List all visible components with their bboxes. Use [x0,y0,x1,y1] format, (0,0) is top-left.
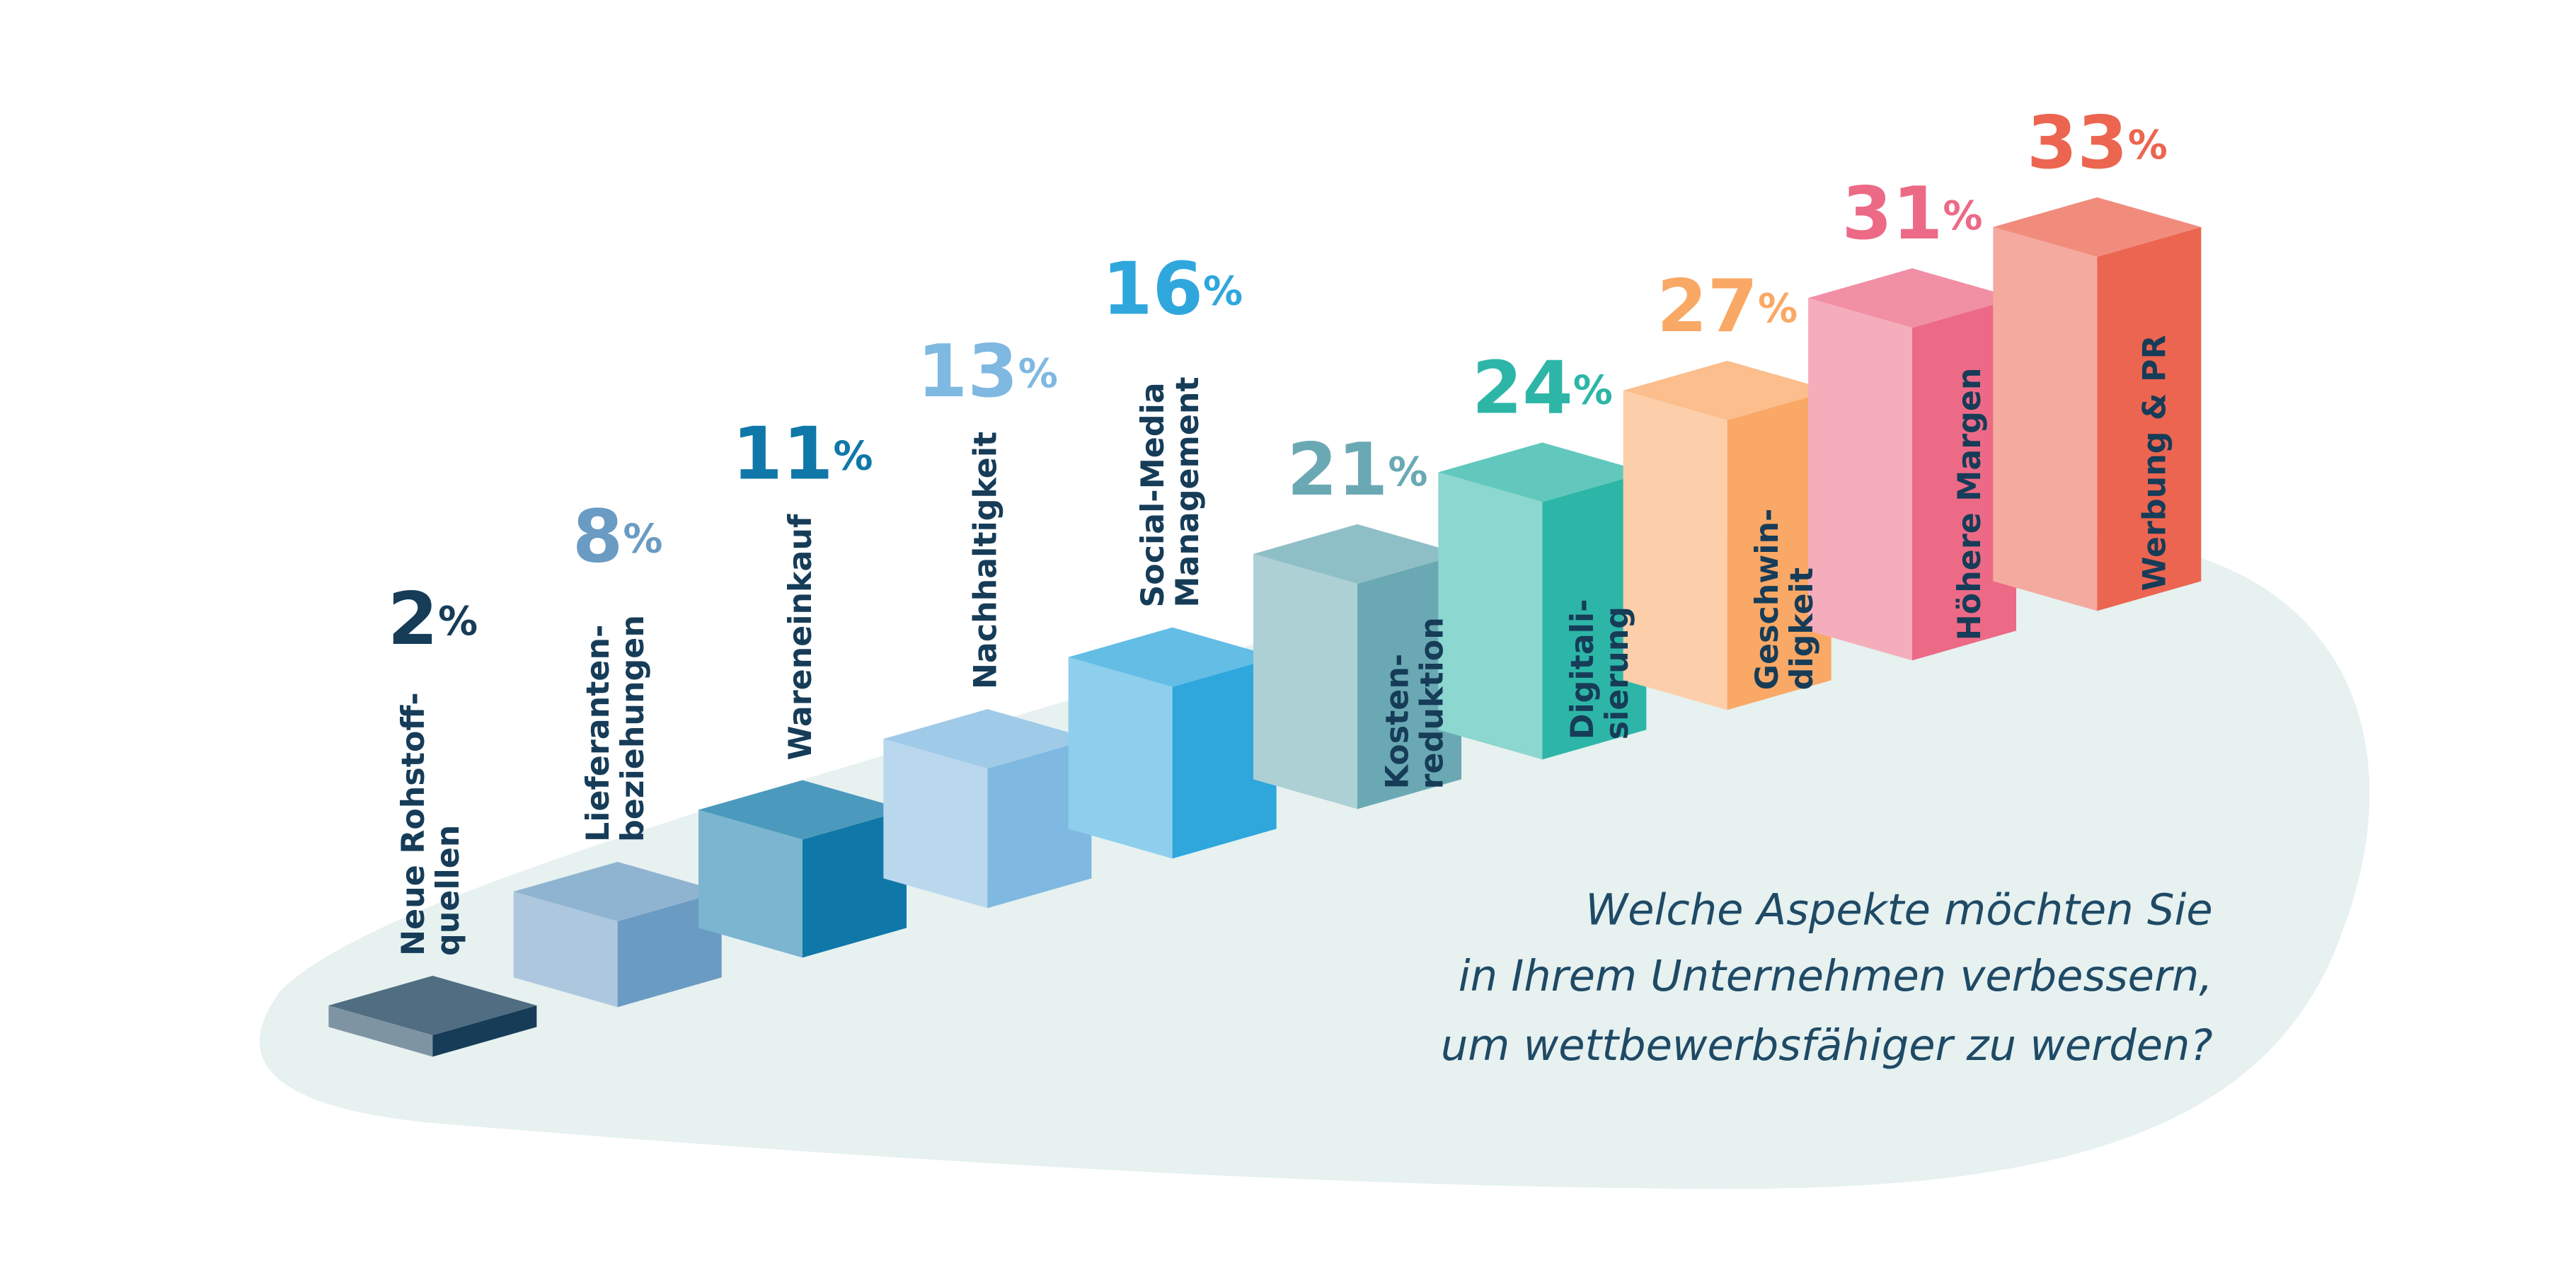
bar-left-face [1438,472,1543,760]
bar-left-face [1993,226,2098,611]
bar-left-face [883,739,988,909]
category-label: Neue Rohstoff-quellen [396,692,466,956]
bar-right-face [1727,390,1832,710]
bar-right-face [1911,298,2016,661]
value-label: 27% [1657,265,1798,349]
bar-left-face [1253,553,1357,809]
category-label: Nachhaltigkeit [967,432,1004,689]
category-label: Geschwin-digkeit [1749,509,1820,691]
category-label: Kosten-reduktion [1379,617,1450,789]
chart-area: Welche Aspekte möchten Sie in Ihrem Unte… [259,101,2370,1189]
bar-left-face [1623,390,1727,710]
question-line: um wettbewerbsfähiger zu werden? [1441,1021,2213,1071]
bar-left-face [513,891,618,1008]
bar-right-face [432,1005,537,1057]
bar-right-face [617,891,722,1008]
bar-top-face [698,780,907,840]
category-label: Wareneinkauf [783,514,819,760]
value-label: 24% [1472,347,1613,431]
bar-right-face [802,809,907,958]
bar-left-face [698,809,803,958]
bar-right-face [1172,657,1277,859]
bar-left-face [1807,298,1912,661]
value-label: 11% [732,413,873,497]
bar-top-face [513,861,722,921]
category-label: Lieferanten-beziehungen [580,615,651,842]
value-label: 2% [388,577,478,662]
value-label: 13% [917,330,1058,414]
value-label: 21% [1287,428,1428,512]
value-label: 31% [1842,172,1983,256]
category-label: Werbung & PR [2137,335,2173,591]
question-line: in Ihrem Unternehmen verbessern, [1459,952,2213,1001]
value-label: 16% [1102,248,1243,332]
bar-right-face [1542,472,1647,760]
value-label: 33% [2027,101,2168,185]
question-line: Welche Aspekte möchten Sie [1585,886,2212,935]
bar-right-face [1357,553,1461,809]
bar-right-face [2097,226,2202,611]
bar-left-face [1068,657,1173,859]
category-label: Digitali-sierung [1565,599,1635,740]
category-label: Höhere Margen [1952,368,1988,641]
bar-left-face [328,1005,433,1057]
value-label: 8% [573,495,663,580]
bar-top-face [1253,524,1461,584]
category-label: Social-MediaManagement [1135,376,1206,607]
bar-top-face [883,709,1092,769]
background-blob [259,525,2370,1189]
bar-top-face [1993,197,2202,257]
bar-right-face [987,739,1092,909]
